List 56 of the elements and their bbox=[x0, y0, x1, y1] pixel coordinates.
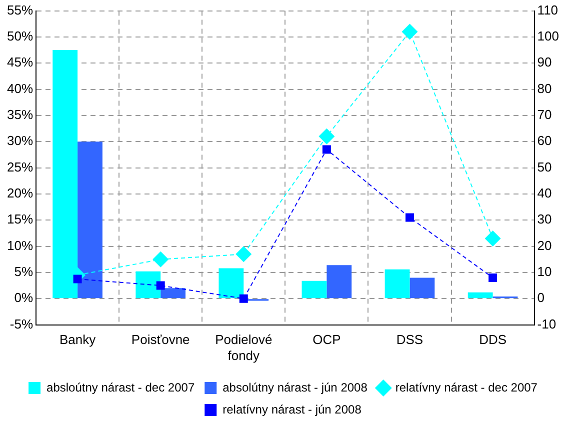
y-tick-label: 20% bbox=[6, 186, 34, 201]
x-tick-label: DDS bbox=[479, 332, 507, 348]
bar bbox=[218, 268, 244, 298]
bar bbox=[160, 288, 186, 298]
y-tick-label: 25% bbox=[6, 159, 34, 174]
y-tick-label: -5% bbox=[10, 316, 34, 332]
y-tick-label: 15% bbox=[6, 212, 34, 227]
legend-label: absloútny nárast - dec 2007 bbox=[46, 380, 195, 394]
y-tick-label: 0% bbox=[14, 290, 34, 306]
y-tick-label: 55% bbox=[6, 2, 34, 18]
y2-tick-label: -10 bbox=[537, 316, 556, 332]
bar bbox=[410, 278, 435, 298]
point bbox=[484, 230, 501, 246]
y2-tick-label: 0 bbox=[537, 290, 545, 306]
point bbox=[488, 273, 498, 282]
y-tick-label: 45% bbox=[6, 54, 34, 70]
bar bbox=[468, 292, 493, 298]
y2-tick-label: 50 bbox=[537, 159, 552, 174]
point bbox=[236, 246, 252, 262]
y-tick-label: 5% bbox=[14, 264, 34, 280]
y-tick-label: 30% bbox=[6, 133, 34, 148]
legend-label: relatívny nárast - jún 2008 bbox=[222, 402, 362, 416]
legend-label: absolútny nárast - jún 2008 bbox=[222, 380, 368, 394]
x-tick-label: OCP bbox=[312, 332, 341, 348]
y-tick-label: 40% bbox=[6, 80, 34, 96]
bar bbox=[136, 271, 161, 298]
x-tick-label: DSS bbox=[396, 332, 424, 348]
y2-tick-label: 80 bbox=[537, 80, 552, 96]
y2-tick-label: 70 bbox=[537, 107, 552, 122]
legend-label: relatívny nárast - dec 2007 bbox=[395, 380, 538, 394]
point bbox=[152, 251, 169, 268]
point bbox=[239, 294, 248, 303]
point bbox=[402, 24, 418, 40]
bar bbox=[302, 280, 327, 298]
y2-tick-label: 10 bbox=[537, 264, 552, 280]
y2-tick-label: 30 bbox=[537, 212, 552, 227]
y2-tick-label: 40 bbox=[537, 186, 552, 201]
bar bbox=[326, 265, 352, 298]
bar bbox=[78, 142, 102, 298]
x-tick-label: Poisťovne bbox=[131, 332, 190, 348]
point bbox=[322, 145, 331, 154]
y2-tick-label: 90 bbox=[537, 54, 552, 70]
y-tick-label: 10% bbox=[6, 238, 34, 253]
y2-tick-label: 110 bbox=[537, 2, 558, 18]
bar bbox=[384, 269, 410, 298]
point bbox=[318, 128, 335, 144]
point bbox=[405, 213, 414, 222]
point bbox=[73, 274, 82, 284]
y2-tick-label: 100 bbox=[537, 28, 560, 44]
x-tick-label: Banky bbox=[59, 332, 96, 348]
point bbox=[156, 281, 165, 290]
y2-tick-label: 60 bbox=[537, 133, 552, 148]
y2-tick-label: 20 bbox=[537, 238, 552, 253]
x-tick-label: Podielové fondy bbox=[215, 332, 272, 363]
y-tick-label: 50% bbox=[6, 28, 34, 44]
y-tick-label: 35% bbox=[6, 107, 34, 122]
